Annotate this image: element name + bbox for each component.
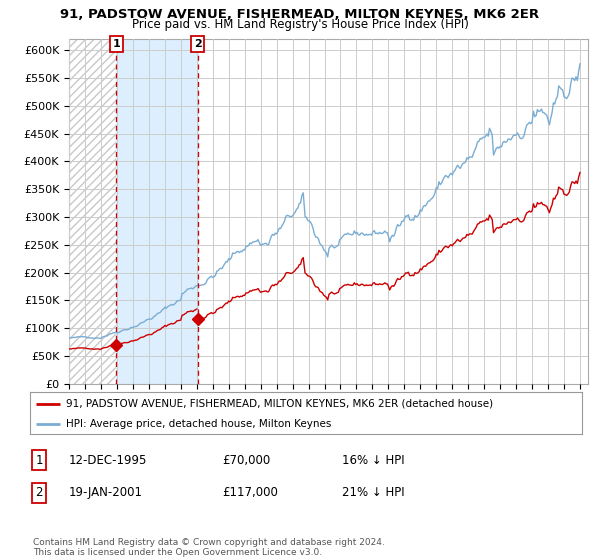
Text: HPI: Average price, detached house, Milton Keynes: HPI: Average price, detached house, Milt… xyxy=(66,419,331,429)
Text: 2: 2 xyxy=(35,486,43,500)
Text: 2: 2 xyxy=(194,39,202,49)
Text: 12-DEC-1995: 12-DEC-1995 xyxy=(69,454,148,467)
Text: 21% ↓ HPI: 21% ↓ HPI xyxy=(342,486,404,500)
Text: 91, PADSTOW AVENUE, FISHERMEAD, MILTON KEYNES, MK6 2ER: 91, PADSTOW AVENUE, FISHERMEAD, MILTON K… xyxy=(61,8,539,21)
Text: 91, PADSTOW AVENUE, FISHERMEAD, MILTON KEYNES, MK6 2ER (detached house): 91, PADSTOW AVENUE, FISHERMEAD, MILTON K… xyxy=(66,399,493,409)
Text: 1: 1 xyxy=(112,39,120,49)
Text: Price paid vs. HM Land Registry's House Price Index (HPI): Price paid vs. HM Land Registry's House … xyxy=(131,18,469,31)
Text: £70,000: £70,000 xyxy=(222,454,270,467)
Text: 1: 1 xyxy=(35,454,43,467)
Text: Contains HM Land Registry data © Crown copyright and database right 2024.
This d: Contains HM Land Registry data © Crown c… xyxy=(33,538,385,557)
Text: £117,000: £117,000 xyxy=(222,486,278,500)
Text: 16% ↓ HPI: 16% ↓ HPI xyxy=(342,454,404,467)
Text: 19-JAN-2001: 19-JAN-2001 xyxy=(69,486,143,500)
Bar xyxy=(116,39,197,384)
